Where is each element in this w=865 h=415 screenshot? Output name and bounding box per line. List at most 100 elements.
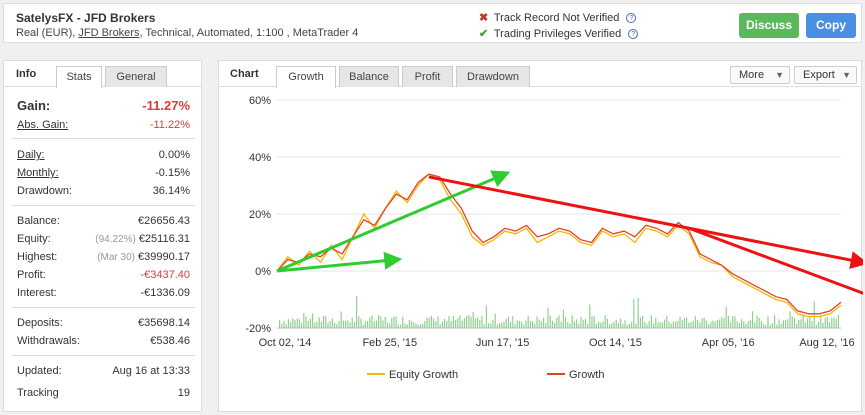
volume-bar [800,319,802,328]
growth-chart: 60% 40% 20% 0% -20% Oct 02, '14 Feb 25, '15 Jun… [245,95,863,349]
broker-link[interactable]: JFD Brokers [78,27,140,39]
volume-bar [767,316,769,328]
volume-bar [393,316,395,328]
volume-bar [301,323,303,328]
chart-panel: Chart Growth Balance Profit Drawdown Mor… [218,60,863,412]
volume-bar [831,317,833,328]
volume-bar [422,323,424,328]
volume-bar [353,322,355,328]
help-icon[interactable]: ? [626,13,637,23]
volume-bar [554,322,556,328]
volume-bar [351,317,353,328]
volume-bar [670,323,672,328]
volume-bar [463,318,465,328]
volume-bar [738,323,740,328]
volume-bar [279,320,281,328]
volume-bar [338,320,340,328]
more-dropdown[interactable]: More ▼ [730,66,790,84]
volume-bar [615,319,617,328]
volume-bar [521,321,523,328]
volume-bar [540,321,542,328]
volume-bar [499,323,501,328]
tab-growth[interactable]: Growth [276,66,336,88]
volume-bar [406,324,408,328]
volume-bar [404,323,406,328]
tab-general[interactable]: General [105,66,167,87]
volume-bar [364,321,366,328]
volume-bar [384,317,386,328]
volume-bar [413,322,415,328]
volume-bar [369,317,371,328]
volume-bar [490,323,492,328]
highest-date: (Mar 30) [97,252,135,263]
volume-bar [448,315,450,328]
abs-gain-label: Abs. Gain: [17,119,69,131]
more-label: More [739,69,765,81]
growth-line [276,173,842,315]
tab-drawdown[interactable]: Drawdown [456,66,530,87]
volume-bar [571,315,573,328]
volume-bar [488,323,490,328]
volume-bar [796,323,798,328]
volume-bar [809,317,811,328]
volume-bar [510,321,512,328]
volume-bar [375,320,377,328]
volume-bar [763,324,765,328]
legend-label: Equity Growth [389,369,459,381]
export-dropdown[interactable]: Export ▼ [794,66,857,84]
volume-bar [584,318,586,328]
account-title: SatelysFX - JFD Brokers [16,11,156,25]
drawdown-label: Drawdown: [17,185,73,197]
tab-balance[interactable]: Balance [339,66,399,87]
legend-growth[interactable]: Growth [547,369,604,381]
export-label: Export [803,69,835,81]
volume-bar [587,324,589,328]
volume-bar [631,321,633,328]
volume-bar [327,322,329,328]
volume-bar [532,321,534,328]
volume-bar [485,305,487,328]
volume-bar [721,317,723,328]
volume-bar [699,322,701,328]
volume-bar [811,321,813,328]
tab-profit[interactable]: Profit [402,66,453,87]
volume-bar [829,322,831,328]
volume-bar [723,318,725,328]
volume-bar [437,316,439,328]
volume-bar [743,321,745,328]
volume-bar [714,321,716,328]
volume-bar [505,319,507,328]
copy-button[interactable]: Copy [806,13,856,38]
monthly-label: Monthly: [17,167,59,179]
help-icon[interactable]: ? [628,29,639,39]
volume-bar [433,318,435,328]
deposits-value: €35698.14 [138,317,190,329]
volume-bar [558,315,560,328]
volume-bar [633,299,635,328]
volume-bar [336,324,338,328]
volume-bar [501,322,503,328]
volume-bar [417,325,419,328]
volume-bar [730,322,732,328]
volume-bar [496,324,498,328]
legend-equity-growth[interactable]: Equity Growth [367,369,458,381]
y-tick-label: 40% [249,152,271,164]
volume-bar [813,301,815,328]
volume-bar [305,316,307,328]
account-info: Real (EUR), JFD Brokers, Technical, Auto… [16,27,358,39]
volume-bar [712,320,714,328]
volume-bar [389,323,391,328]
discuss-button[interactable]: Discuss [739,13,799,38]
volume-bar [787,319,789,328]
volume-bar [395,316,397,328]
volume-bar [371,315,373,328]
volume-bar [683,318,685,328]
volume-bar [562,309,564,328]
volume-bar [835,319,837,328]
volume-bar [820,315,822,328]
volume-bar [758,317,760,328]
volume-bar [294,320,296,328]
volume-bar [664,319,666,328]
tab-stats[interactable]: Stats [56,66,102,88]
volume-bar [309,318,311,328]
